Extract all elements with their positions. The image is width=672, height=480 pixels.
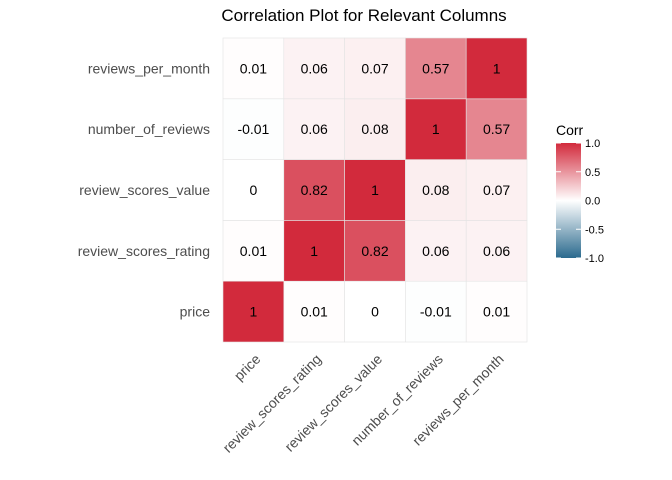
y-tick-label: reviews_per_month (88, 60, 210, 76)
heatmap-cells (222, 37, 528, 343)
legend-tick-label: 0.0 (585, 196, 600, 208)
heatmap-cell (465, 220, 528, 282)
heatmap-cell (222, 37, 285, 100)
cell-value-label: 0.06 (301, 60, 328, 76)
heatmap-cell (465, 98, 528, 160)
legend-tick-label: 0.5 (585, 167, 600, 179)
cell-value-label: 1 (310, 243, 318, 259)
cell-value-label: 0 (250, 182, 258, 198)
heatmap-cell (222, 98, 285, 160)
heatmap-cell (344, 159, 406, 221)
cell-value-label: -0.01 (420, 304, 452, 320)
heatmap-cell (283, 159, 345, 221)
cell-value-label: 0.08 (422, 182, 449, 198)
cell-value-label: 0.07 (483, 182, 510, 198)
legend-tick-label: -0.5 (585, 224, 604, 236)
heatmap-cell (222, 220, 285, 282)
heatmap-cell (405, 98, 467, 160)
heatmap-cell (405, 37, 467, 100)
y-tick-label: price (180, 304, 211, 320)
heatmap-cell (405, 220, 467, 282)
cell-value-label: 1 (250, 304, 258, 320)
heatmap-cell (344, 280, 406, 343)
y-tick-label: review_scores_rating (78, 243, 210, 259)
heatmap-cell (344, 37, 406, 100)
legend-title: Corr (556, 122, 584, 138)
heatmap-cell (283, 37, 345, 100)
cell-value-label: 0.82 (361, 243, 388, 259)
heatmap-cell (465, 280, 528, 343)
heatmap-cell (222, 159, 285, 221)
cell-value-label: 1 (493, 60, 501, 76)
cell-labels: 1 0.01 0 -0.01 0.01 0.01 1 0.82 0.06 0.06 0 0.82 1 0.… (237, 60, 510, 319)
x-tick-label: price (231, 351, 264, 384)
chart-title: Correlation Plot for Relevant Columns (221, 6, 506, 25)
legend-tick-label: -1.0 (585, 253, 604, 265)
cell-value-label: 0.07 (361, 60, 388, 76)
cell-value-label: 0 (371, 304, 379, 320)
y-axis-ticks: price review_scores_rating review_scores_v… (78, 60, 211, 319)
legend: Corr 1.0 0.5 0.0 -0.5 -1.0 (556, 122, 604, 265)
heatmap-cell (465, 159, 528, 221)
cell-value-label: 1 (371, 182, 379, 198)
legend-ticks: 1.0 0.5 0.0 -0.5 -1.0 (556, 138, 604, 265)
cell-value-label: 0.82 (301, 182, 328, 198)
cell-value-label: 0.57 (422, 60, 449, 76)
cell-value-label: 0.08 (361, 121, 388, 137)
cell-value-label: 0.57 (483, 121, 510, 137)
cell-value-label: 0.06 (301, 121, 328, 137)
y-tick-label: number_of_reviews (88, 121, 210, 137)
heatmap-cell (344, 220, 406, 282)
cell-value-label: 0.01 (483, 304, 510, 320)
heatmap-cell (405, 280, 467, 343)
cell-value-label: 0.06 (422, 243, 449, 259)
cell-value-label: 0.01 (240, 243, 267, 259)
heatmap-cell (283, 98, 345, 160)
cell-value-label: 0.01 (301, 304, 328, 320)
heatmap-cell (283, 220, 345, 282)
cell-value-label: 0.06 (483, 243, 510, 259)
cell-value-label: 0.01 (240, 60, 267, 76)
cell-value-label: 1 (432, 121, 440, 137)
cell-value-label: -0.01 (237, 121, 269, 137)
x-axis-ticks: pricereview_scores_ratingreview_scores_v… (219, 351, 506, 456)
heatmap-cell (465, 37, 528, 100)
heatmap-cell (283, 280, 345, 343)
y-tick-label: review_scores_value (79, 182, 210, 198)
legend-tick-label: 1.0 (585, 138, 600, 150)
